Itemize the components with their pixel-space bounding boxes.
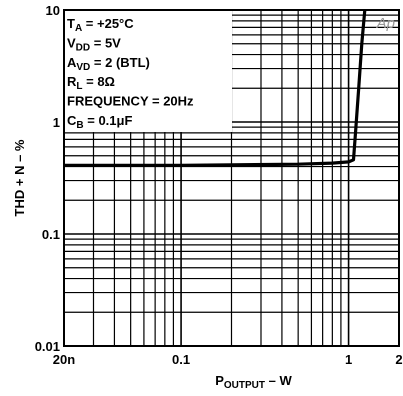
watermark: Ap — [376, 15, 395, 32]
condition-text: A — [67, 55, 77, 70]
condition-text: C — [67, 113, 77, 128]
x-axis-title: POUTPUT – W — [215, 373, 292, 391]
condition-text: V — [67, 35, 76, 50]
plot-frame — [63, 9, 400, 347]
conditions-box — [65, 11, 232, 132]
x-tick-label: 1 — [345, 352, 352, 367]
y-tick-label: 0.1 — [42, 227, 60, 242]
condition-text: = 0.1μF — [84, 113, 133, 128]
axis-labels: POUTPUT – W THD + N – % — [12, 139, 292, 391]
condition-subscript: VD — [76, 62, 90, 73]
condition-text: R — [67, 74, 77, 89]
condition-subscript: B — [76, 120, 83, 131]
condition-text: = 8Ω — [83, 74, 115, 89]
condition-line: RL = 8Ω — [67, 74, 115, 92]
condition-subscript: L — [76, 81, 82, 92]
data-series — [64, 9, 367, 167]
condition-line: FREQUENCY = 20Hz — [67, 94, 194, 109]
x-tick-label: 20n — [53, 352, 75, 367]
condition-subscript: DD — [76, 42, 90, 53]
condition-line: VDD = 5V — [67, 35, 121, 53]
condition-text: = 2 (BTL) — [90, 55, 150, 70]
condition-line: CB = 0.1μF — [67, 113, 132, 131]
conditions-background — [65, 11, 232, 132]
condition-line: AVD = 2 (BTL) — [67, 55, 150, 73]
y-tick-label: 0.01 — [35, 339, 60, 354]
condition-subscript: A — [75, 23, 82, 34]
watermark-label: Ap — [376, 15, 395, 32]
condition-text: = 5V — [90, 35, 121, 50]
x-axis-title-sub: OUTPUT — [224, 380, 265, 391]
y-tick-label: 10 — [46, 3, 60, 18]
x-tick-label: 0.1 — [172, 352, 190, 367]
condition-text: T — [67, 16, 75, 31]
thd-curve — [64, 9, 367, 167]
condition-text: FREQUENCY = 20Hz — [67, 94, 194, 109]
condition-text: = +25°C — [82, 16, 134, 31]
condition-line: TA = +25°C — [67, 16, 134, 34]
y-axis-title: THD + N – % — [12, 139, 27, 216]
x-axis-title-tail: – W — [265, 373, 292, 388]
y-tick-label: 1 — [53, 115, 60, 130]
x-axis-title-main: P — [215, 373, 224, 388]
x-tick-label: 2 — [395, 352, 402, 367]
